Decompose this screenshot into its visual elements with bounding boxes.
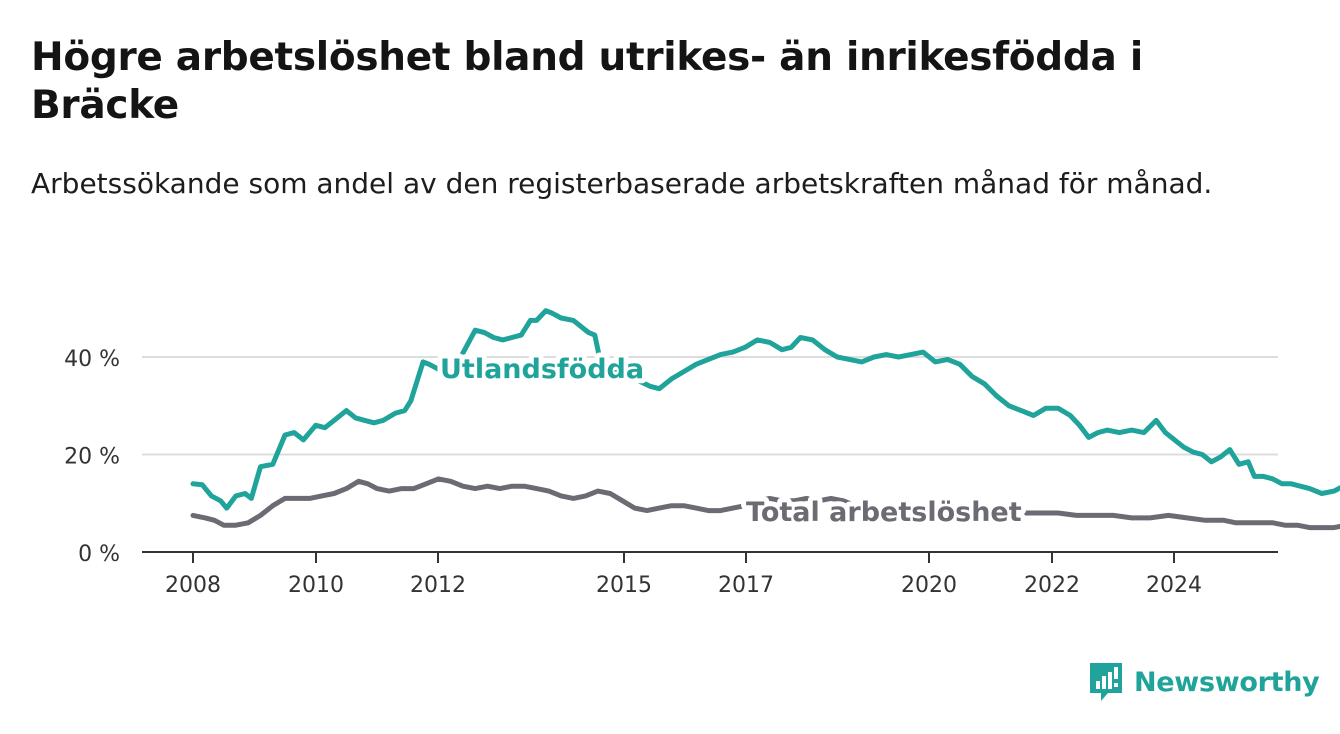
y-axis: 0 % 20 % 40 % bbox=[64, 347, 120, 567]
logo-text: Newsworthy bbox=[1134, 666, 1320, 698]
x-tick-label: 2010 bbox=[288, 573, 344, 598]
x-tick-label: 2012 bbox=[410, 573, 466, 598]
series-group bbox=[190, 308, 1340, 531]
chart-title: Högre arbetslöshet bland utrikes- än inr… bbox=[31, 35, 1143, 128]
series-label-total-halo: Total arbetslöshet bbox=[746, 497, 1022, 528]
gridlines bbox=[142, 356, 1278, 553]
y-tick-label: 20 % bbox=[64, 445, 120, 470]
series-line-utlandsfödda bbox=[190, 308, 1340, 511]
newsworthy-logo[interactable]: Newsworthy bbox=[1088, 660, 1320, 704]
bar-chart-icon bbox=[1088, 661, 1124, 703]
x-axis: 2008 2010 2012 2015 2017 2020 2022 2024 bbox=[165, 552, 1202, 598]
series-line-total-arbetslöshet bbox=[190, 476, 1340, 531]
y-tick-label: 40 % bbox=[64, 347, 120, 372]
chart-subtitle: Arbetssökande som andel av den registerb… bbox=[31, 167, 1213, 200]
x-tick-label: 2008 bbox=[165, 573, 221, 598]
series-label-utlandsfodda: Utlandsfödda bbox=[440, 354, 644, 385]
x-tick-label: 2024 bbox=[1146, 573, 1202, 598]
series-label-utlandsfodda-halo: Utlandsfödda bbox=[440, 354, 644, 385]
x-tick-label: 2015 bbox=[596, 573, 652, 598]
series-label-total: Total arbetslöshet bbox=[746, 497, 1022, 528]
x-tick-label: 2020 bbox=[901, 573, 957, 598]
y-tick-label: 0 % bbox=[78, 542, 120, 567]
x-tick-label: 2017 bbox=[718, 573, 774, 598]
x-tick-label: 2022 bbox=[1024, 573, 1080, 598]
